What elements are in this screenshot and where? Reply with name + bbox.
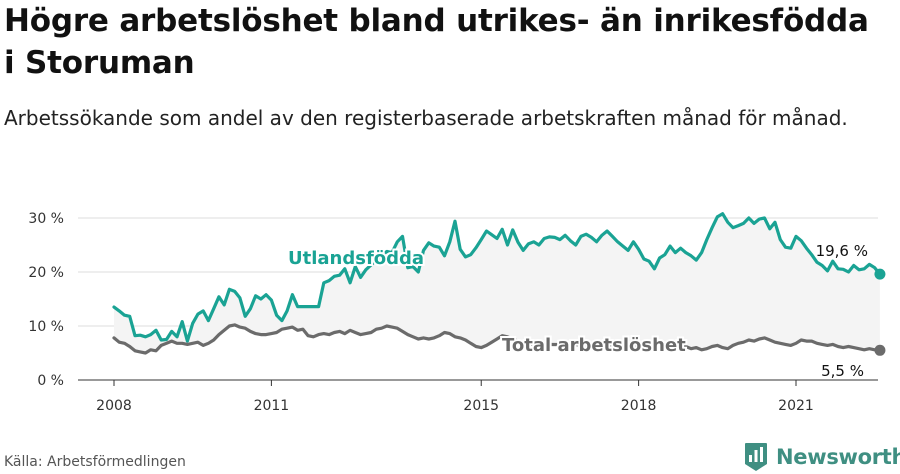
y-tick-label: 10 % (28, 319, 64, 335)
chart-title: Högre arbetslöshet bland utrikes- än inr… (4, 3, 869, 81)
shaded-band (114, 213, 880, 353)
series-line-utlandsfodda (112, 212, 882, 343)
brand-logo: Newsworthy (744, 442, 900, 472)
y-tick-label: 0 % (37, 373, 64, 389)
x-tick-label: 2015 (463, 398, 499, 414)
series-line-total (112, 323, 882, 355)
end-point (874, 268, 886, 280)
series-label-utlandsfodda: Utlandsfödda (288, 248, 424, 269)
y-tick-label: 30 % (28, 211, 64, 227)
brand-name: Newsworthy (776, 445, 900, 469)
y-axis-ticks: 0 % 10 % 20 % 30 % (28, 211, 64, 389)
x-axis-ticks: 2008 2011 2015 2018 2021 (96, 380, 814, 414)
series-lines (112, 212, 886, 356)
newsworthy-icon (745, 443, 767, 471)
x-tick-label: 2021 (778, 398, 814, 414)
chart-subtitle: Arbetssökande som andel av den registerb… (4, 106, 848, 130)
x-tick-label: 2018 (621, 398, 657, 414)
source-note: Källa: Arbetsförmedlingen (4, 454, 186, 470)
x-tick-label: 2008 (96, 398, 132, 414)
series-label-total: Total arbetslöshet (502, 335, 686, 356)
band-area (114, 213, 880, 353)
end-point (874, 344, 886, 356)
series-labels: Utlandsfödda Total arbetslöshet 19,6 % 5,5 … (286, 242, 868, 380)
end-label-utlandsfodda: 19,6 % (816, 242, 868, 260)
x-tick-label: 2011 (254, 398, 290, 414)
end-label-total: 5,5 % (821, 362, 864, 380)
y-tick-label: 20 % (28, 265, 64, 281)
